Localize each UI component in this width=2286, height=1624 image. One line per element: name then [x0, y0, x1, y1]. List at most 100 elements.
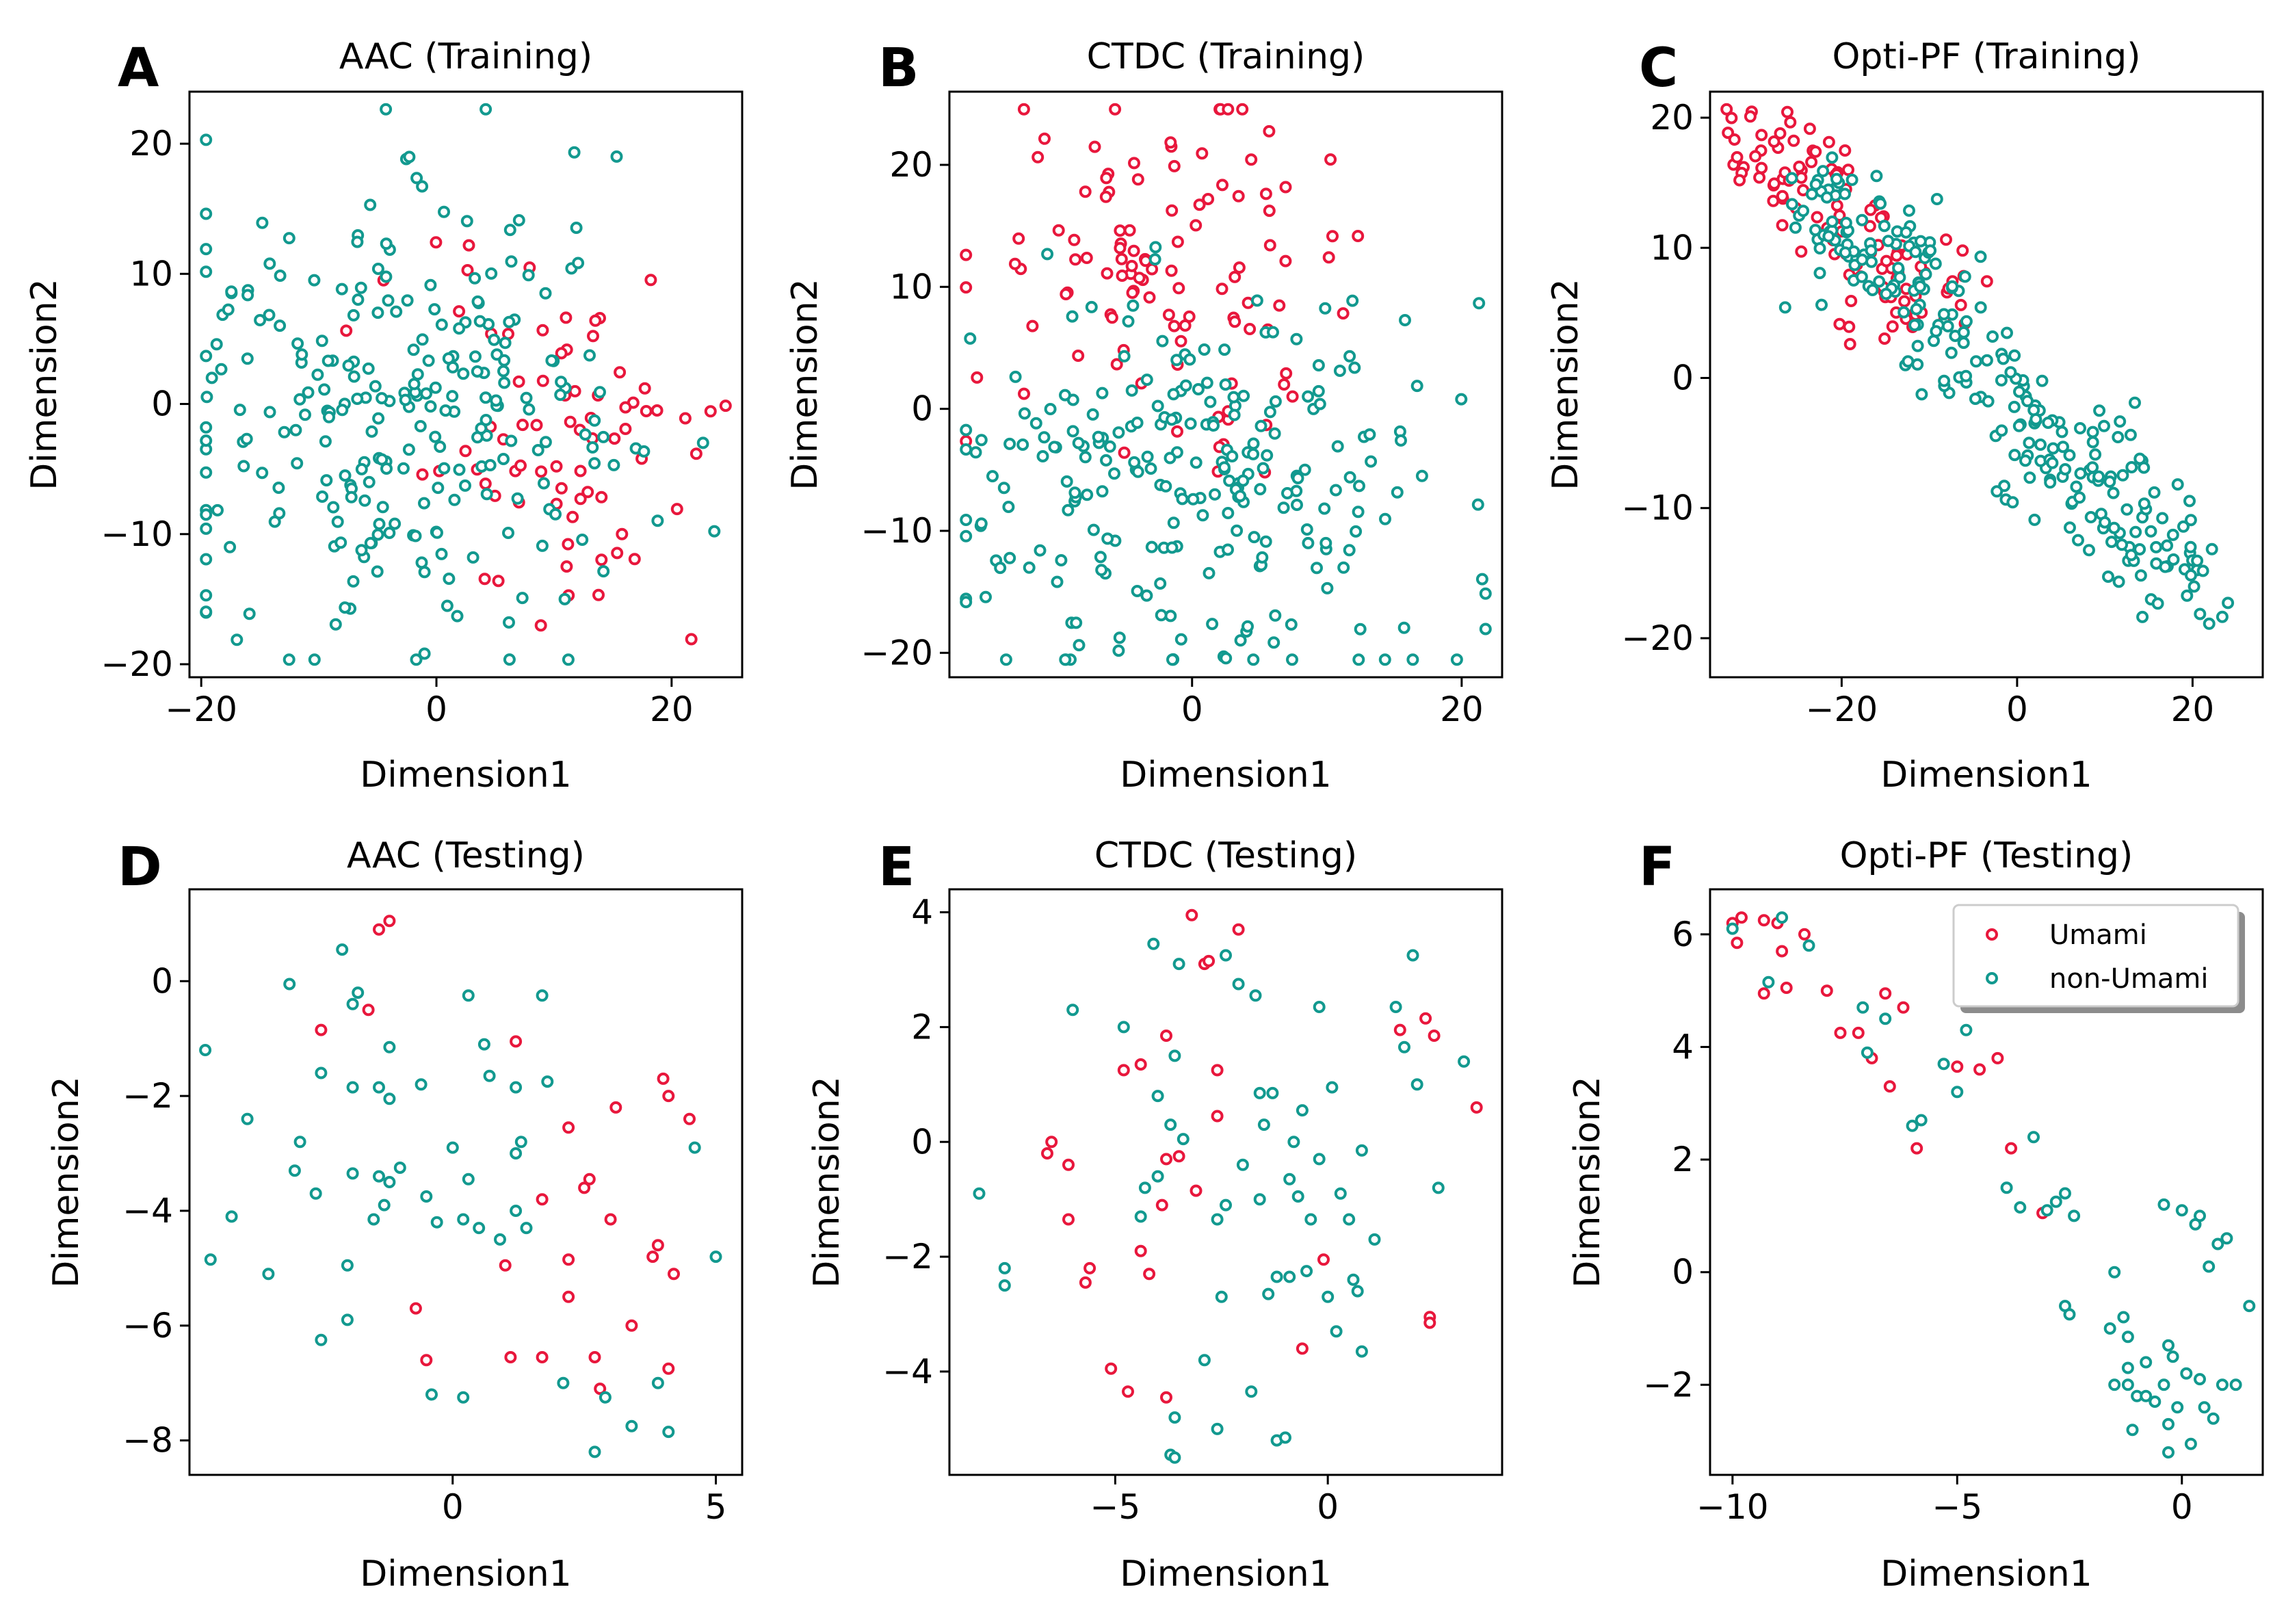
panel-d-ytick-label: −2 — [122, 1076, 173, 1116]
panel-b-point-non-umami — [1379, 512, 1391, 525]
panel-e-ticks: −5 0 −4 −2 0 2 4 — [882, 893, 1339, 1527]
panel-a-point-non-umami — [428, 303, 441, 316]
panel-e-point-umami — [1160, 1030, 1172, 1042]
panel-b-point-non-umami — [1247, 653, 1260, 666]
panel-a-point-non-umami — [505, 434, 518, 447]
panel-c-point-non-umami — [2205, 542, 2218, 555]
panel-f-point-non-umami — [2162, 1446, 2175, 1459]
panel-a-point-umami — [453, 305, 466, 318]
panel-b-point-non-umami — [1209, 488, 1221, 501]
panel-a-point-umami — [430, 236, 443, 249]
panel-c-point-non-umami — [2086, 461, 2099, 474]
panel-b-ylabel: Dimension2 — [785, 278, 826, 490]
panel-f-point-umami — [1834, 1026, 1847, 1039]
panel-b-point-umami — [1166, 204, 1179, 217]
panel-b-point-non-umami — [1125, 384, 1138, 397]
panel-a-point-umami — [595, 490, 608, 503]
panel-a-point-umami — [416, 468, 429, 481]
panel-a-point-non-umami — [446, 390, 459, 403]
panel-a-point-umami — [512, 375, 525, 388]
panel-a-point-non-umami — [254, 314, 267, 326]
panel-b-point-non-umami — [1196, 509, 1209, 522]
panel-b-point-non-umami — [1087, 523, 1100, 536]
panel-c-point-non-umami — [1930, 193, 1943, 205]
panel-b-ytick-label: −10 — [860, 511, 933, 551]
panel-c-point-non-umami — [1830, 172, 1843, 185]
panel-b-point-non-umami — [1471, 498, 1484, 511]
panel-b-point-non-umami — [1247, 447, 1260, 460]
panel-c-xtick-label: −20 — [1806, 690, 1878, 729]
panel-b-point-non-umami — [1167, 388, 1180, 401]
panel-e-point-non-umami — [1253, 1193, 1266, 1206]
panel-c-point-non-umami — [2089, 448, 2102, 461]
panel-a-point-umami — [640, 405, 653, 417]
panel-d-point-non-umami — [473, 1222, 486, 1235]
panel-f-point-non-umami — [2194, 1209, 2206, 1222]
panel-f-point-non-umami — [2140, 1356, 2153, 1369]
panel-c-point-non-umami — [1893, 271, 1906, 284]
panel-b-point-non-umami — [1473, 297, 1486, 310]
panel-d-point-non-umami — [599, 1391, 612, 1404]
panel-f-point-non-umami — [2157, 1378, 2170, 1391]
panel-b-point-non-umami — [1231, 524, 1244, 537]
panel-c-point-non-umami — [1915, 388, 1928, 401]
panel-e-point-non-umami — [1355, 1144, 1368, 1157]
panel-b-point-non-umami — [1300, 523, 1313, 536]
panel-a-point-umami — [462, 239, 475, 252]
panel-a-point-non-umami — [241, 352, 254, 365]
panel-b-point-non-umami — [1311, 562, 1323, 575]
panel-e-point-umami — [1190, 1184, 1203, 1197]
panel-c-point-non-umami — [1866, 284, 1879, 296]
panel-a-point-non-umami — [200, 133, 213, 146]
panel-c-point-non-umami — [2107, 486, 2120, 499]
panel-c-xtick-label: 0 — [2006, 690, 2028, 729]
panel-b-point-non-umami — [1018, 407, 1031, 420]
panel-b-point-non-umami — [1096, 387, 1109, 400]
panel-a-point-non-umami — [256, 467, 269, 480]
panel-c-point-umami — [1767, 194, 1780, 207]
panel-b-point-umami — [1139, 254, 1152, 267]
panel-c-point-umami — [1755, 129, 1768, 142]
panel-e-point-non-umami — [1432, 1181, 1445, 1194]
panel-c-point-non-umami — [2156, 512, 2169, 525]
panel-e-point-umami — [1423, 1316, 1436, 1329]
panel-d-point-non-umami — [315, 1066, 328, 1079]
panel-c-point-non-umami — [2099, 516, 2112, 529]
panel-a-point-non-umami — [371, 565, 384, 578]
panel-a-point-non-umami — [545, 354, 558, 367]
panel-a-point-non-umami — [539, 436, 552, 449]
panel-a-point-non-umami — [331, 515, 344, 528]
panel-b-point-non-umami — [1352, 506, 1365, 519]
panel-c-point-umami — [1898, 295, 1911, 308]
panel-b-point-non-umami — [1003, 551, 1016, 564]
panel-e-point-non-umami — [1117, 1021, 1130, 1034]
panel-e-point-umami — [1062, 1158, 1075, 1171]
panel-b-point-non-umami — [1399, 314, 1411, 326]
panel-e-point-non-umami — [1164, 1118, 1177, 1131]
panel-a-point-non-umami — [498, 376, 511, 389]
panel-c-point-non-umami — [2167, 553, 2180, 566]
panel-b-point-non-umami — [1151, 400, 1164, 412]
panel-b-point-umami — [1174, 335, 1187, 348]
panel-f-point-umami — [2005, 1142, 2018, 1155]
panel-c-point-non-umami — [1941, 319, 1954, 332]
panel-d-point-umami — [510, 1035, 523, 1048]
panel-b-point-non-umami — [1302, 536, 1315, 549]
panel-d-point-non-umami — [430, 1216, 443, 1229]
panel-c-point-non-umami — [2006, 496, 2019, 509]
panel-c-ytick-label: 20 — [1650, 98, 1694, 137]
panel-e-point-umami — [1134, 1244, 1147, 1257]
panel-e: E CTDC (Testing) Dimension1 Dimension2 −… — [806, 835, 1503, 1595]
panel-b-point-non-umami — [1247, 437, 1260, 450]
panel-c-point-non-umami — [2064, 521, 2076, 534]
panel-e-point-non-umami — [1151, 1090, 1164, 1103]
panel-c-point-non-umami — [1813, 267, 1826, 280]
panel-b-point-umami — [1229, 270, 1241, 283]
panel-a-point-non-umami — [263, 309, 276, 322]
panel-c-point-non-umami — [1826, 215, 1839, 228]
panel-b-point-non-umami — [1034, 544, 1047, 557]
panel-b-point-non-umami — [1206, 618, 1219, 631]
panel-b-point-umami — [1072, 350, 1085, 362]
panel-e-point-non-umami — [1343, 1213, 1356, 1226]
panel-b-point-non-umami — [980, 590, 992, 603]
